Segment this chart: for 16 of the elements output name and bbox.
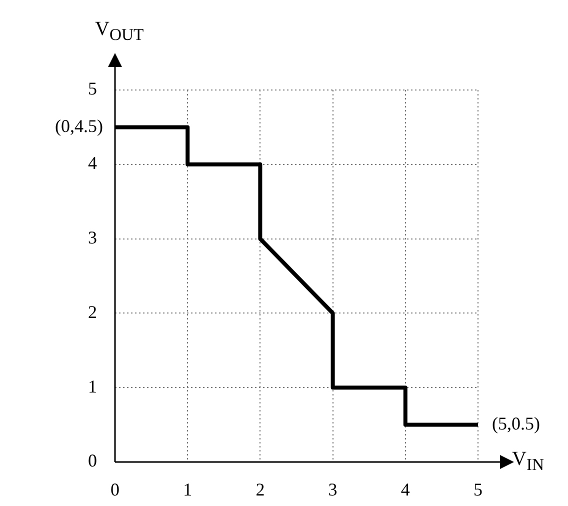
y-tick-label: 4 [88,153,97,174]
y-tick-label: 1 [88,376,97,396]
y-tick-label: 5 [88,78,97,99]
y-tick-label: 0 [88,450,97,471]
annotation: (0,4.5) [55,116,103,136]
annotation: (5,0.5) [492,414,540,434]
y-tick-label: 2 [88,302,97,322]
x-tick-label: 2 [256,480,265,500]
x-tick-label: 1 [183,480,192,500]
x-tick-label: 3 [328,480,338,500]
x-tick-label: 5 [474,480,482,500]
y-axis-title: V$_{OUT}$ [95,18,144,45]
y-tick-label: 3 [88,228,97,248]
x-tick-label: 4 [400,480,410,500]
x-tick-label: 0 [110,480,120,500]
x-axis-title: V$_{IN}$ [512,448,544,475]
